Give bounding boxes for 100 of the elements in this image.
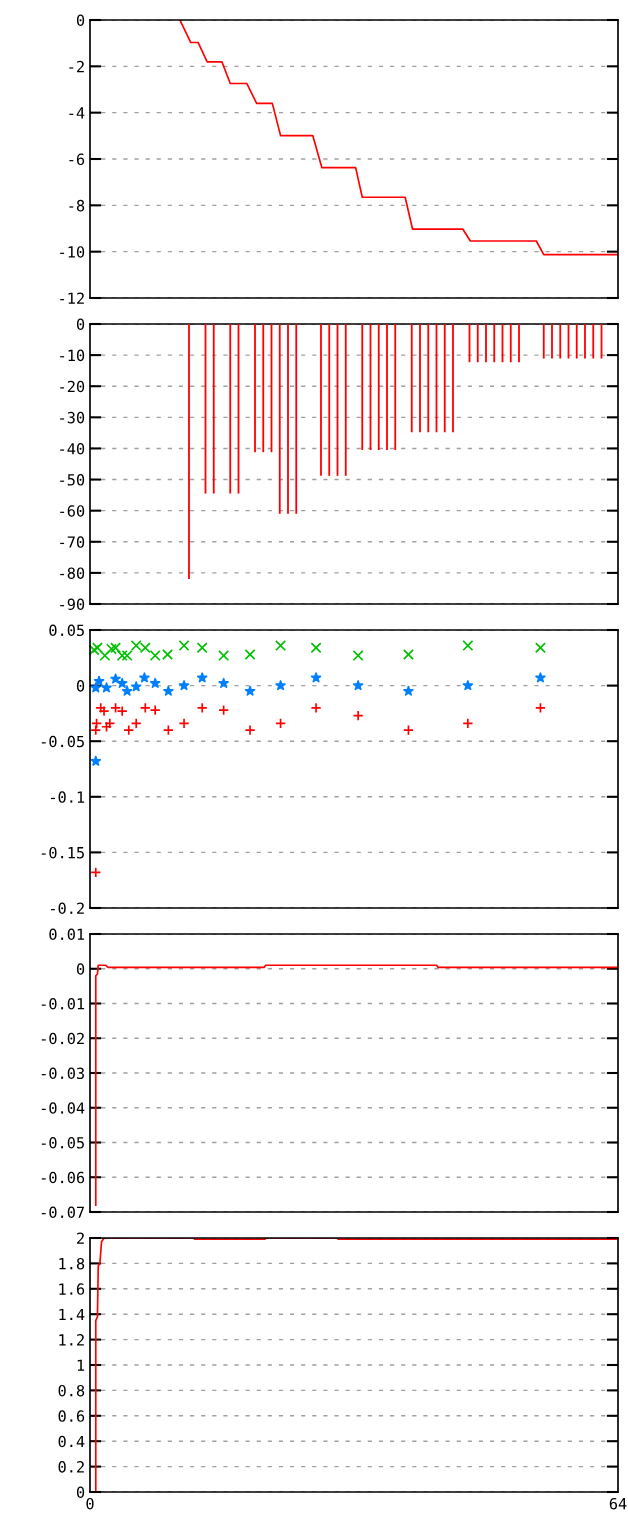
point xyxy=(275,680,286,691)
point xyxy=(196,702,208,714)
y-tick-label: 0.01 xyxy=(49,928,85,941)
point xyxy=(101,721,112,733)
point xyxy=(90,866,102,878)
y-tick-label: -0.05 xyxy=(41,1137,84,1149)
y-tick-label: 0 xyxy=(76,1486,85,1499)
point xyxy=(218,704,230,716)
y-tick-label: 0 xyxy=(76,680,85,692)
y-tick-label: -90 xyxy=(60,598,85,611)
point xyxy=(139,702,151,714)
point xyxy=(130,681,142,692)
point xyxy=(121,685,133,696)
y-tick-label: -60 xyxy=(60,505,85,517)
y-tick-label: 0 xyxy=(76,318,85,331)
point xyxy=(178,640,190,652)
point xyxy=(149,704,161,716)
y-tick-label: 1.4 xyxy=(59,1308,85,1321)
line-series xyxy=(94,964,618,1206)
point xyxy=(110,642,122,654)
point xyxy=(121,650,133,662)
y-tick-label: 2 xyxy=(77,1232,84,1244)
point xyxy=(116,677,128,688)
point xyxy=(101,682,112,693)
y-tick-label: -40 xyxy=(60,442,85,455)
point xyxy=(402,724,414,736)
y-tick-label: -0.05 xyxy=(41,735,84,748)
point xyxy=(462,640,474,652)
y-tick-label: -70 xyxy=(60,536,85,548)
y-tick-label: -0.07 xyxy=(41,1206,84,1219)
y-tick-label: -10 xyxy=(60,246,85,258)
y-tick-label: -0.2 xyxy=(51,902,84,915)
point xyxy=(90,755,102,766)
point xyxy=(534,702,546,714)
point xyxy=(116,705,128,717)
point xyxy=(218,650,230,662)
point xyxy=(139,672,150,683)
y-tick-label: -0.02 xyxy=(41,1032,84,1045)
point xyxy=(162,724,174,736)
point xyxy=(91,717,103,729)
y-tick-label: 0.05 xyxy=(49,624,84,637)
y-tick-label: 1.8 xyxy=(59,1257,85,1270)
point xyxy=(90,682,102,693)
point xyxy=(110,673,121,684)
y-tick-label: 0 xyxy=(76,963,85,975)
point xyxy=(163,685,174,696)
y-tick-label: -4 xyxy=(69,107,85,119)
point xyxy=(149,677,161,688)
y-tick-label: 0.6 xyxy=(58,1410,85,1422)
y-tick-label: -0.03 xyxy=(41,1067,84,1080)
y-tick-label: -10 xyxy=(60,349,85,362)
y-tick-label: -50 xyxy=(60,474,85,486)
point xyxy=(462,680,474,691)
point xyxy=(535,672,546,683)
y-tick-label: -0.01 xyxy=(41,998,85,1010)
point xyxy=(99,650,111,662)
y-tick-label: -6 xyxy=(69,153,85,166)
y-tick-label: 1 xyxy=(77,1359,85,1371)
point xyxy=(403,685,414,696)
point xyxy=(196,672,208,683)
point xyxy=(275,640,287,652)
point xyxy=(218,677,229,688)
y-tick-label: 0.8 xyxy=(58,1384,85,1397)
x-tick-label: 64 xyxy=(609,1497,627,1510)
y-tick-label: 0.4 xyxy=(58,1435,85,1448)
y-tick-label: 1.2 xyxy=(59,1334,84,1346)
point xyxy=(116,650,128,662)
y-tick-label: -30 xyxy=(60,411,85,424)
y-tick-label: -0.04 xyxy=(41,1102,85,1114)
y-tick-label: -12 xyxy=(60,292,84,304)
point xyxy=(178,680,190,691)
point xyxy=(462,717,474,729)
y-tick-label: -0.15 xyxy=(41,846,84,859)
y-tick-label: 1.6 xyxy=(59,1283,85,1295)
point xyxy=(352,680,364,691)
point xyxy=(90,724,102,736)
y-tick-label: -80 xyxy=(60,567,85,579)
point xyxy=(105,643,117,655)
point xyxy=(310,702,322,714)
y-tick-label: -0.06 xyxy=(41,1171,85,1184)
point xyxy=(104,717,116,729)
point xyxy=(352,650,364,662)
y-tick-label: -2 xyxy=(69,60,84,73)
point xyxy=(110,702,122,714)
point xyxy=(178,717,190,729)
y-tick-label: 0.2 xyxy=(58,1461,84,1473)
point xyxy=(310,672,322,683)
point xyxy=(196,642,208,654)
y-tick-label: 0 xyxy=(76,14,85,27)
point xyxy=(244,724,256,736)
point xyxy=(244,685,256,696)
point xyxy=(402,648,414,660)
y-tick-label: -8 xyxy=(69,199,85,212)
point xyxy=(534,642,546,654)
point xyxy=(244,648,256,660)
line-series xyxy=(179,20,618,256)
point xyxy=(93,675,105,686)
point xyxy=(275,717,287,729)
point xyxy=(352,710,364,722)
y-tick-label: -20 xyxy=(60,380,85,393)
